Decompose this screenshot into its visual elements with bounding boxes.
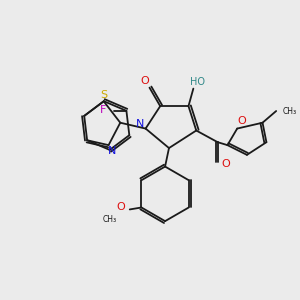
Text: CH₃: CH₃ xyxy=(283,106,297,116)
Text: O: O xyxy=(238,116,246,126)
Text: F: F xyxy=(100,105,106,115)
Text: HO: HO xyxy=(190,77,205,87)
Text: O: O xyxy=(140,76,149,86)
Text: N: N xyxy=(108,146,117,156)
Text: N: N xyxy=(136,119,144,129)
Text: CH₃: CH₃ xyxy=(102,215,116,224)
Text: O: O xyxy=(221,159,230,169)
Text: O: O xyxy=(117,202,125,212)
Text: S: S xyxy=(100,90,107,100)
